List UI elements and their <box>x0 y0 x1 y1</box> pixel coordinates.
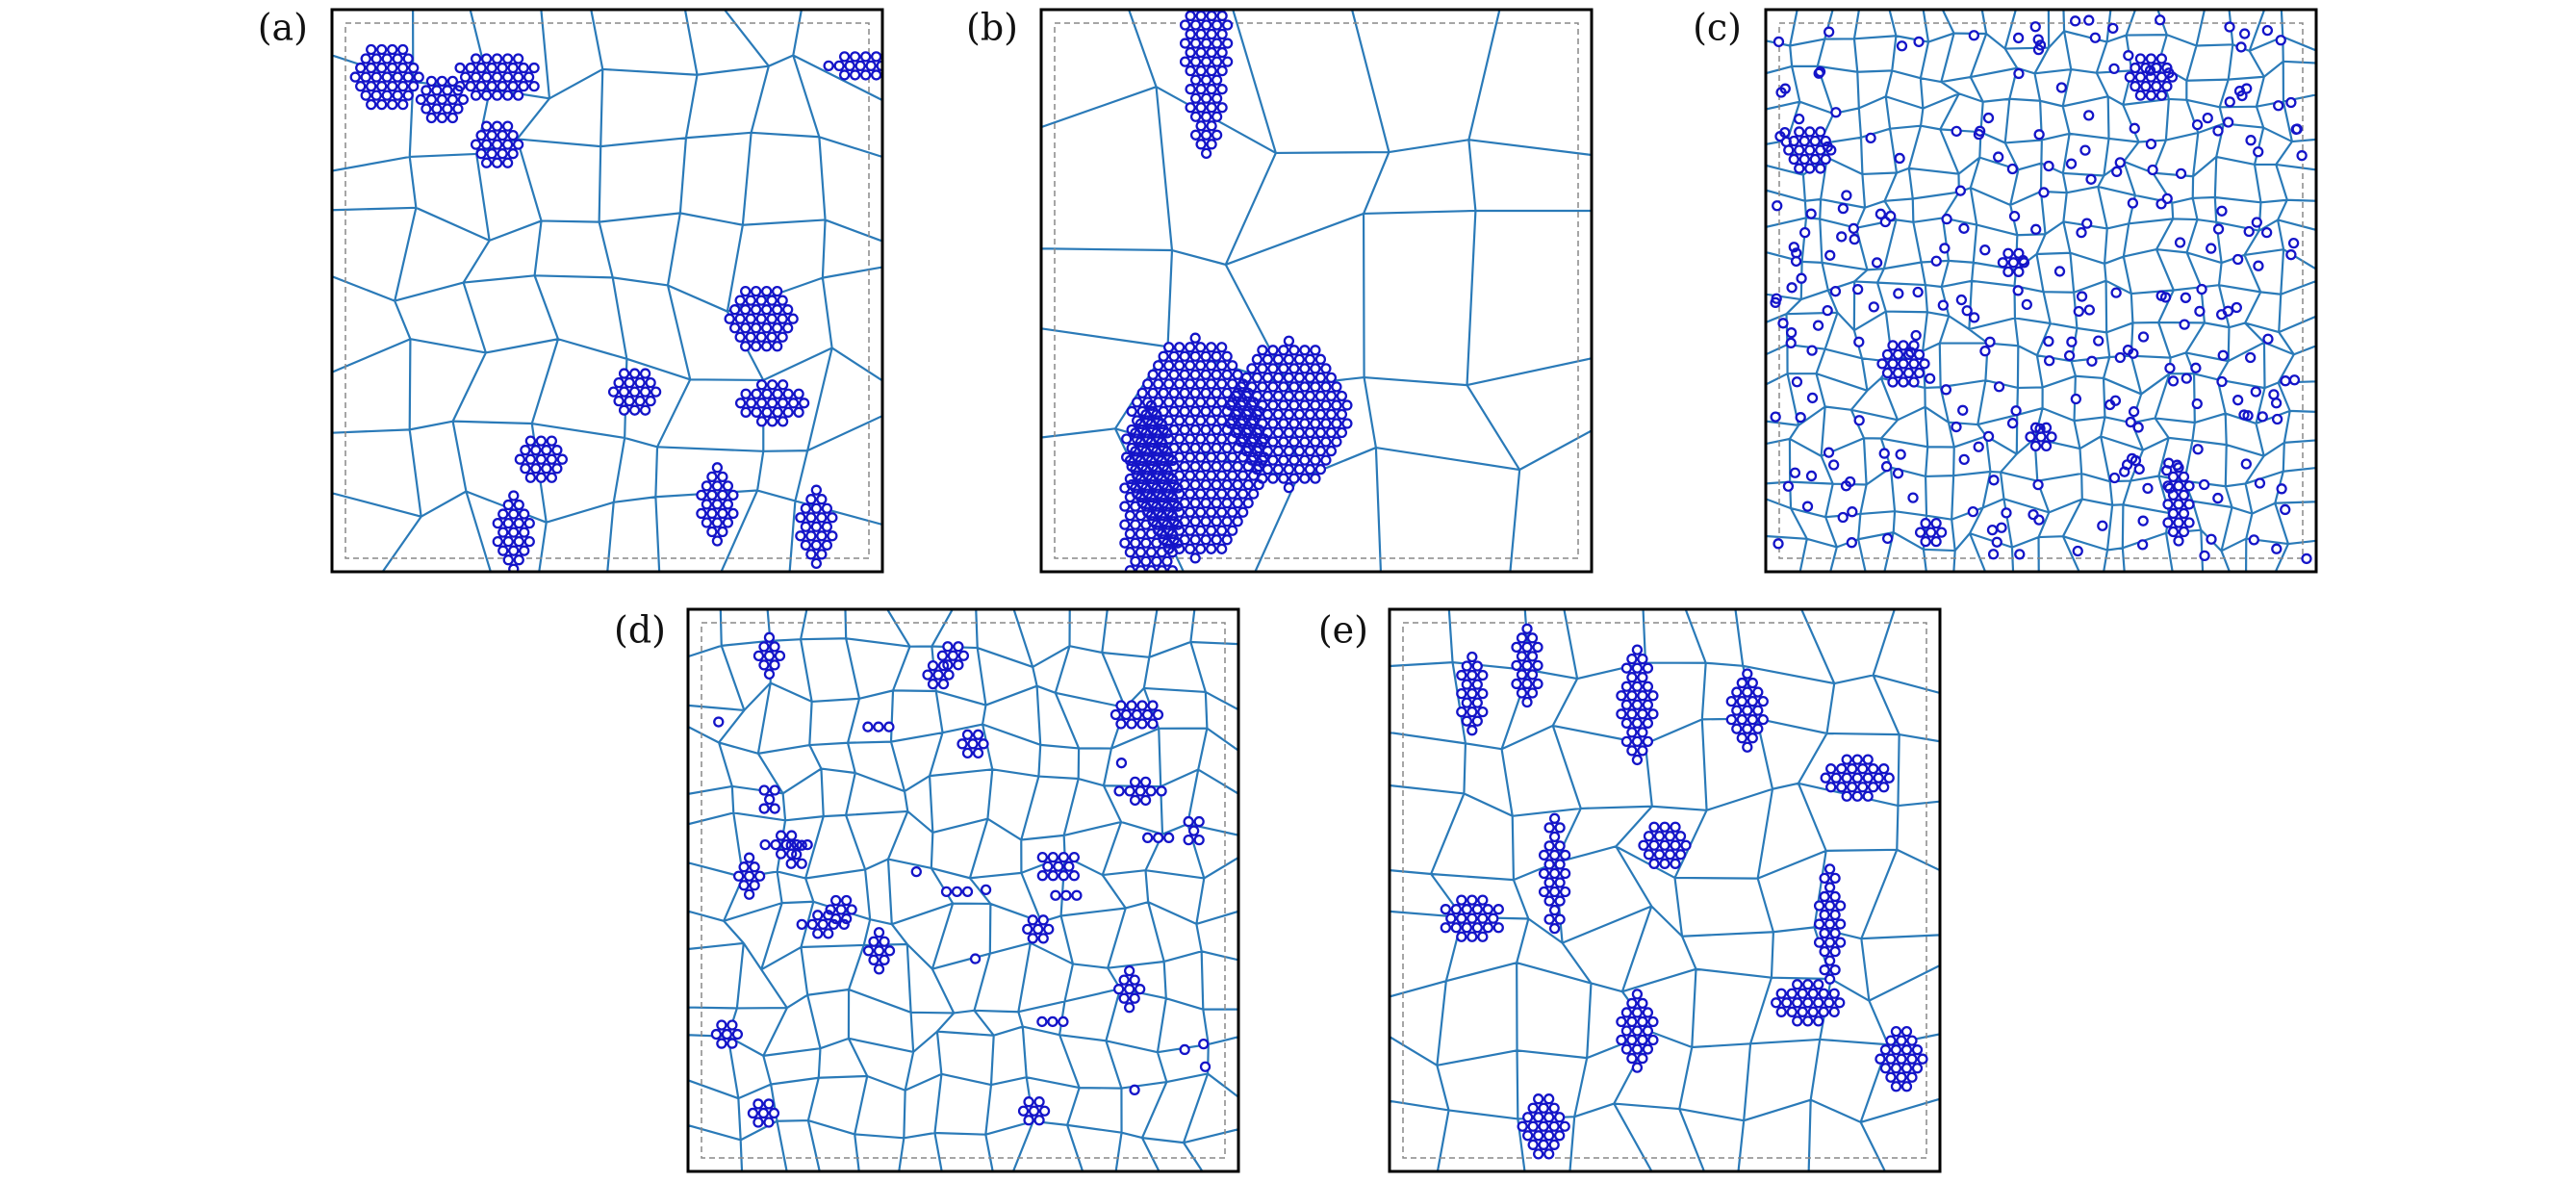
particles <box>710 631 1211 1128</box>
periodic-box <box>1778 22 2304 559</box>
periodic-box <box>1402 622 1927 1159</box>
panel-label: (d) <box>614 609 666 652</box>
voronoi-panel <box>1766 10 2316 572</box>
voronoi-panel <box>1390 609 1940 1171</box>
cell-edges <box>1390 609 1940 1171</box>
particles <box>1119 10 1353 572</box>
periodic-box <box>344 22 870 559</box>
panel-frame <box>1764 8 2318 574</box>
panel-frame <box>330 8 884 574</box>
voronoi-panel <box>332 10 882 572</box>
panel-label: (b) <box>966 7 1018 49</box>
particles <box>1440 623 1928 1160</box>
periodic-box <box>1054 22 1579 559</box>
panel-label: (e) <box>1318 609 1368 652</box>
cell-edges <box>688 609 1238 1171</box>
particles <box>1770 14 2312 565</box>
panel-frame <box>1388 607 1942 1173</box>
voronoi-panel <box>688 609 1238 1171</box>
cell-edges <box>1766 10 2316 572</box>
panel-background <box>332 10 882 572</box>
panel-frame <box>686 607 1240 1173</box>
voronoi-panel <box>1041 10 1592 572</box>
panel-frame <box>1039 8 1594 574</box>
particles <box>349 43 882 572</box>
panel-label: (a) <box>258 7 308 49</box>
periodic-box <box>701 622 1226 1159</box>
panel-label: (c) <box>1693 7 1742 49</box>
